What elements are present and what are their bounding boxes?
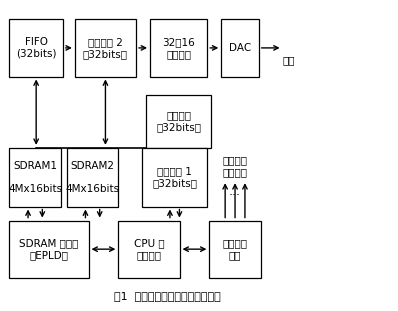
Bar xyxy=(146,95,211,148)
Bar xyxy=(75,19,136,77)
Bar xyxy=(142,148,207,207)
Text: FIFO
(32bits): FIFO (32bits) xyxy=(16,37,57,59)
Text: CPU 及
控制接口: CPU 及 控制接口 xyxy=(134,238,164,260)
Text: ...: ... xyxy=(229,185,241,197)
Bar xyxy=(221,19,259,77)
Text: 总线开关
（32bits）: 总线开关 （32bits） xyxy=(156,111,201,132)
Bar xyxy=(150,19,207,77)
Bar xyxy=(10,19,63,77)
Text: 数据锁存 1
（32bits）: 数据锁存 1 （32bits） xyxy=(152,166,197,188)
Text: 32：16
并串转换: 32：16 并串转换 xyxy=(162,37,195,59)
Text: 数据锁存 2
（32bits）: 数据锁存 2 （32bits） xyxy=(83,37,128,59)
Bar xyxy=(67,148,118,207)
Text: SDRAM2

4Mx16bits: SDRAM2 4Mx16bits xyxy=(66,160,120,194)
Bar xyxy=(10,148,61,207)
Bar xyxy=(209,220,261,278)
Bar xyxy=(10,220,89,278)
Bar xyxy=(118,220,179,278)
Text: DAC: DAC xyxy=(229,43,251,53)
Text: 输出: 输出 xyxy=(282,55,295,65)
Text: SDRAM1

4Mx16bits: SDRAM1 4Mx16bits xyxy=(8,160,62,194)
Text: 时钟电路
模块: 时钟电路 模块 xyxy=(222,238,248,260)
Text: 系统内部
同步时钟: 系统内部 同步时钟 xyxy=(222,156,248,177)
Text: SDRAM 控制器
（EPLD）: SDRAM 控制器 （EPLD） xyxy=(20,238,79,260)
Text: 图1  任意波形发生器硬件原理框图: 图1 任意波形发生器硬件原理框图 xyxy=(114,291,221,301)
